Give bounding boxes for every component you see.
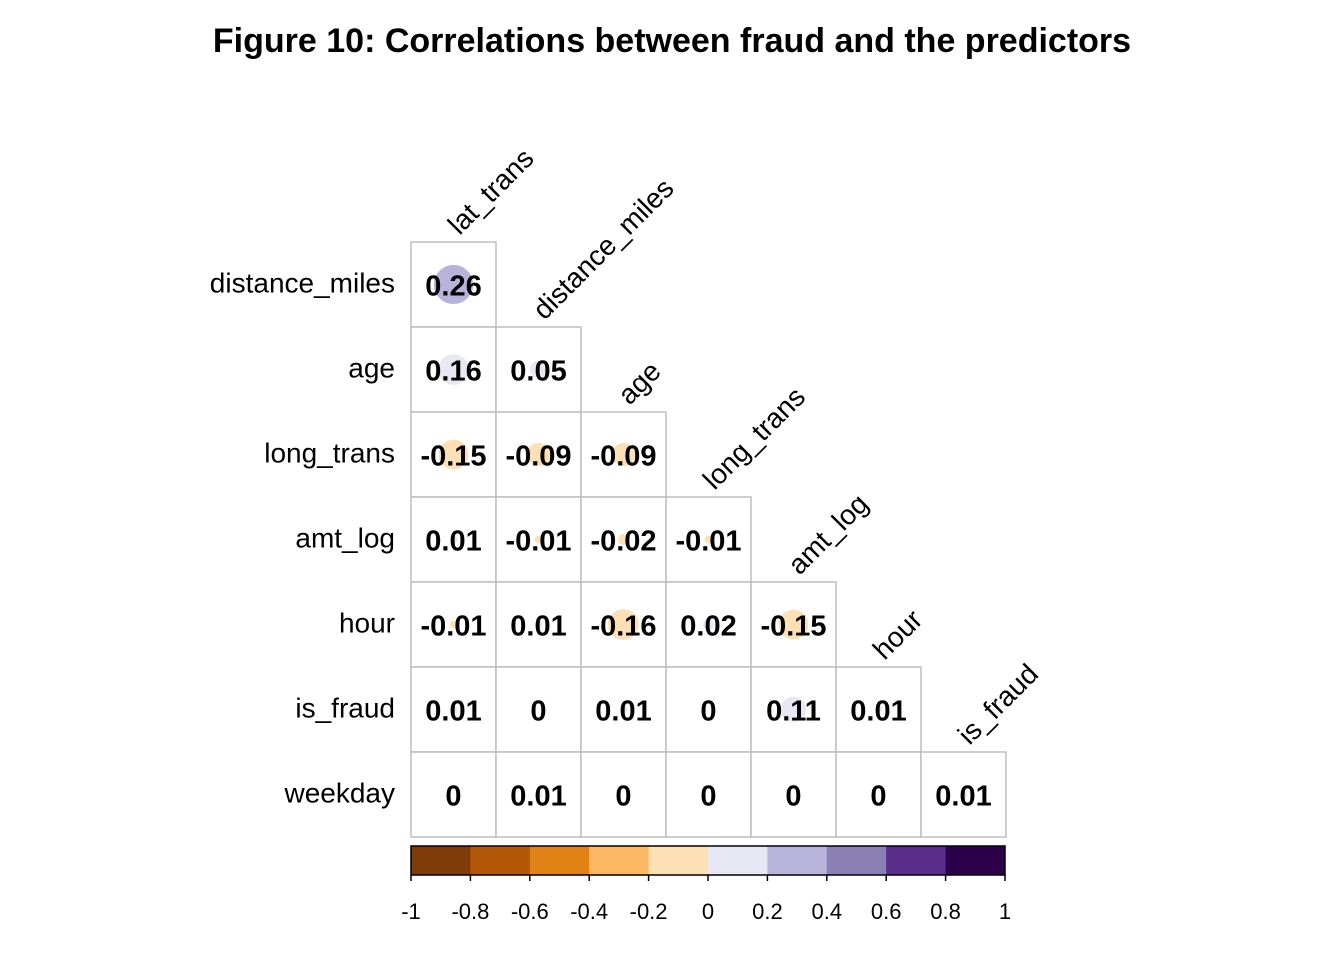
corr-value: 0.01	[510, 611, 566, 643]
column-label: distance_miles	[527, 172, 680, 325]
corr-cell	[410, 751, 497, 838]
legend-swatch	[470, 846, 531, 875]
corr-cell	[750, 581, 837, 668]
legend-swatch	[411, 846, 471, 875]
corr-cell	[495, 666, 582, 753]
row-label: is_fraud	[295, 693, 395, 724]
corr-circle	[433, 264, 474, 305]
row-label: weekday	[283, 778, 395, 809]
corr-circle	[534, 535, 543, 544]
column-label: lat_trans	[442, 142, 540, 240]
corr-circle	[618, 534, 629, 545]
column-label: is_fraud	[952, 658, 1044, 750]
column-label: age	[612, 355, 667, 410]
corr-value: 0.11	[766, 696, 821, 728]
corr-circle	[449, 620, 458, 629]
corr-circle	[778, 609, 809, 640]
column-label: amt_log	[782, 488, 874, 580]
corr-circle	[534, 620, 543, 629]
legend-swatch	[708, 846, 768, 875]
corr-circle	[959, 790, 968, 799]
corr-value: -0.15	[420, 441, 486, 473]
corr-circle	[534, 790, 543, 799]
legend-swatch	[648, 846, 709, 875]
corr-circle	[619, 705, 628, 714]
corr-value: -0.09	[505, 441, 571, 473]
legend-swatch	[945, 846, 1006, 875]
corr-value: 0.05	[510, 356, 566, 388]
corr-cell	[665, 666, 752, 753]
chart-title: Figure 10: Correlations between fraud an…	[213, 22, 1131, 60]
corr-circle	[449, 535, 458, 544]
legend-tick-label: -0.2	[630, 899, 668, 924]
corr-value: 0.16	[425, 356, 481, 388]
color-legend: -1 -0.8 -0.6 -0.4 -0.2 0 0.2 0.4 0.6 0.8 1	[401, 845, 1011, 924]
legend-swatch	[767, 846, 828, 875]
corr-value: -0.02	[590, 526, 656, 558]
corr-circle	[611, 442, 636, 467]
corr-value: 0.02	[680, 611, 736, 643]
corr-cell	[750, 751, 837, 838]
corr-value: 0.01	[510, 781, 566, 813]
corr-value: -0.01	[505, 526, 571, 558]
legend-tick-label: 1	[999, 899, 1011, 924]
corr-value: 0	[785, 781, 801, 813]
corr-circle	[529, 360, 548, 379]
corr-circle	[438, 439, 469, 470]
column-label: hour	[867, 604, 929, 666]
legend-tick-label: 0.8	[930, 899, 961, 924]
row-label: amt_log	[295, 523, 395, 554]
corr-value: -0.16	[590, 611, 656, 643]
corr-circle	[780, 696, 807, 723]
correlation-cells: 0.26 0.16 0.05 -0.15 -0.09 -0.09 0.01 -0.01 -0.0…	[410, 241, 1007, 838]
legend-tick-label: 0.2	[752, 899, 783, 924]
legend-tick-label: 0	[702, 899, 714, 924]
corr-value: 0	[700, 696, 716, 728]
corr-value: -0.01	[675, 526, 741, 558]
corr-circle	[874, 705, 883, 714]
corr-cell	[580, 751, 667, 838]
row-label: age	[348, 353, 395, 384]
legend-tick-label: 0.4	[812, 899, 843, 924]
legend-swatch	[529, 846, 590, 875]
corr-value: 0	[445, 781, 461, 813]
column-label: long_trans	[697, 381, 811, 495]
legend-tick-label: -0.6	[511, 899, 549, 924]
corr-circle	[449, 705, 458, 714]
row-label: long_trans	[264, 438, 395, 469]
corr-value: 0	[700, 781, 716, 813]
corr-value: -0.09	[590, 441, 656, 473]
corr-value: 0.01	[935, 781, 991, 813]
legend-tick-label: 0.6	[871, 899, 902, 924]
legend-tick-label: -0.8	[451, 899, 489, 924]
corr-value: 0	[870, 781, 886, 813]
corr-value: 0.01	[850, 696, 906, 728]
legend-swatch	[589, 846, 650, 875]
corr-circle	[704, 535, 713, 544]
corr-circle	[526, 442, 551, 467]
row-label: distance_miles	[210, 268, 395, 299]
corr-value: -0.01	[420, 611, 486, 643]
row-label: hour	[339, 608, 395, 639]
corr-circle	[608, 609, 639, 640]
corr-circle	[703, 619, 714, 630]
legend-swatch	[826, 846, 887, 875]
legend-tick-label: -0.4	[570, 899, 608, 924]
corr-value: 0.01	[425, 526, 481, 558]
corr-value: 0	[530, 696, 546, 728]
corr-circle	[438, 354, 469, 385]
corr-value: 0.01	[595, 696, 651, 728]
legend-swatch	[886, 846, 947, 875]
corr-value: 0.26	[425, 271, 481, 303]
corr-value: 0	[615, 781, 631, 813]
corr-value: 0.01	[425, 696, 481, 728]
corr-value: -0.15	[760, 611, 826, 643]
legend-tick-label: -1	[401, 899, 421, 924]
